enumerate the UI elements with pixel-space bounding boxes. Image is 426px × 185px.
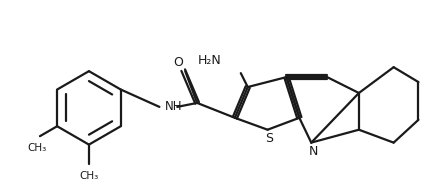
Text: CH₃: CH₃ [27,143,46,153]
Text: H₂N: H₂N [198,54,222,67]
Text: O: O [173,56,183,69]
Text: N: N [308,145,318,158]
Text: CH₃: CH₃ [79,171,98,181]
Text: S: S [265,132,273,145]
Text: NH: NH [165,100,183,113]
